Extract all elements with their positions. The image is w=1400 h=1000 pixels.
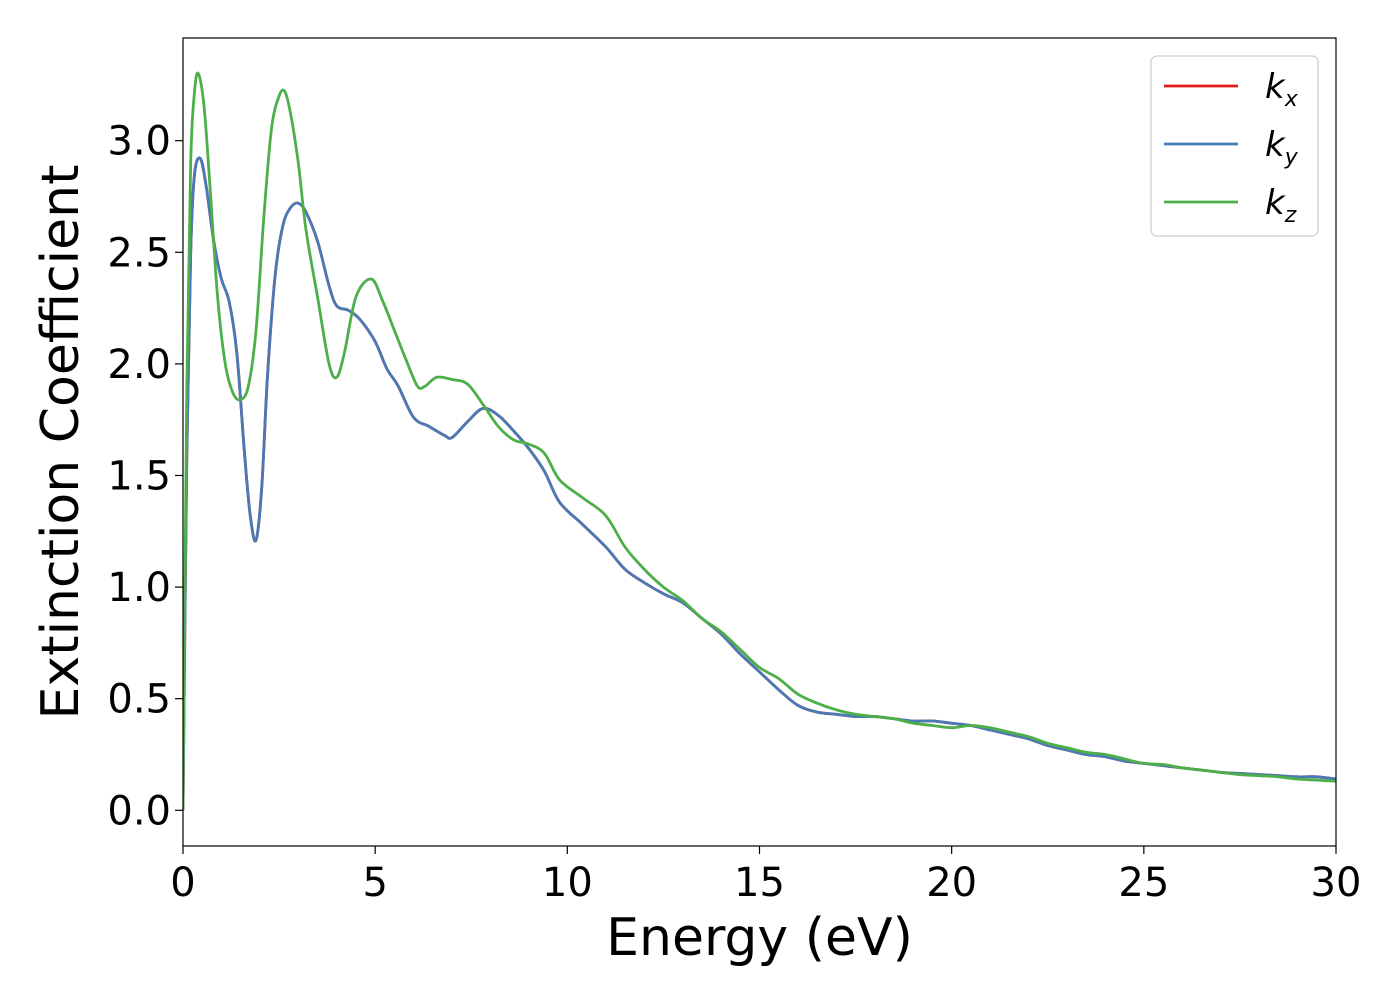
x-axis-title: Energy (eV) [606, 908, 913, 968]
x-tick-label: 0 [170, 860, 195, 906]
series-layer [183, 71, 1336, 811]
series-line-k-z [183, 71, 1336, 811]
y-tick-label: 0.0 [107, 788, 171, 834]
legend-label-subscript: x [1284, 87, 1299, 112]
legend-label-base: k [1265, 183, 1286, 223]
x-tick-label: 25 [1118, 860, 1169, 906]
legend-label-base: k [1265, 125, 1286, 165]
series-line-k-y [183, 156, 1336, 811]
y-tick-label: 0.5 [107, 677, 171, 723]
legend-label-k-y: ky [1265, 125, 1299, 170]
y-tick-label: 2.5 [107, 230, 171, 276]
legend-label-k-z: kz [1265, 183, 1297, 228]
y-axis-ticks: 0.0 0.5 1.0 1.5 2.0 2.5 3.0 [107, 119, 183, 834]
y-tick-label: 1.0 [107, 565, 171, 611]
y-tick-label: 1.5 [107, 453, 171, 499]
y-tick-label: 3.0 [107, 119, 171, 165]
legend-box [1150, 55, 1319, 237]
x-tick-label: 30 [1311, 860, 1362, 906]
legend-label-subscript: y [1284, 145, 1299, 170]
legend-label-base: k [1265, 67, 1286, 107]
legend-label-k-x: kx [1265, 67, 1299, 112]
x-tick-label: 20 [926, 860, 977, 906]
legend-label-subscript: z [1284, 203, 1297, 228]
y-axis-title: Extinction Coefficient [31, 165, 91, 720]
x-tick-label: 10 [542, 860, 593, 906]
x-tick-label: 5 [362, 860, 387, 906]
x-tick-label: 15 [734, 860, 785, 906]
x-axis-ticks: 0 5 10 15 20 25 30 [170, 846, 1361, 906]
y-tick-label: 2.0 [107, 342, 171, 388]
